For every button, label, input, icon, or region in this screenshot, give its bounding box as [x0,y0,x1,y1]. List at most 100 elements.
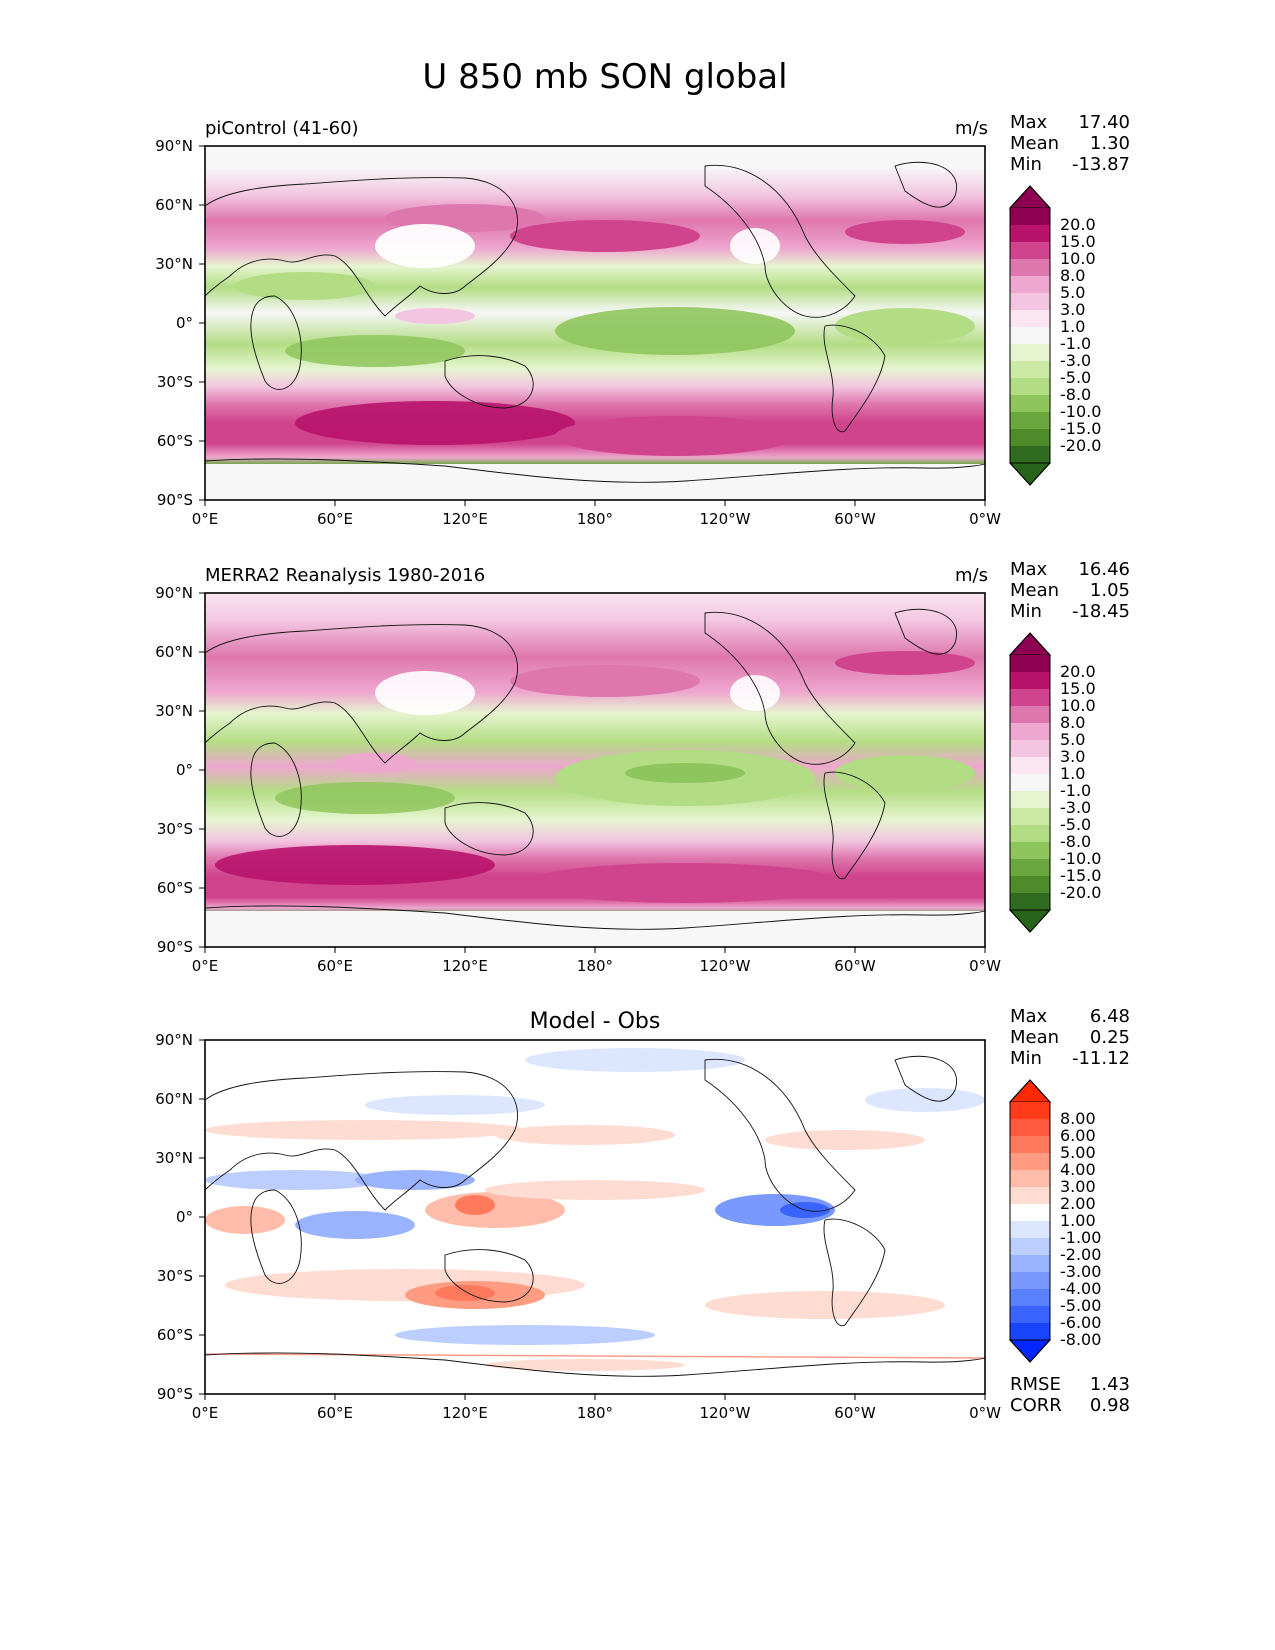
colorbar-level-label: -10.0 [1060,402,1101,421]
y-tick-label: 30°N [155,255,193,273]
y-axis: 90°N 60°N 30°N 0° 30°S 60°S 90°S [155,137,205,509]
colorbar-level-label: -5.0 [1060,368,1091,387]
colorbar-band [1010,1221,1050,1238]
panel-left-title: MERRA2 Reanalysis 1980-2016 [205,565,485,586]
colorbar-band [1010,259,1050,276]
colorbar-band [1010,723,1050,740]
colorbar-band [1010,1204,1050,1221]
stat-value: -13.87 [1072,154,1130,175]
colorbar-level-label: -1.0 [1060,781,1091,800]
colorbar-level-label: 8.00 [1060,1109,1096,1128]
stat-label: RMSE [1010,1374,1061,1395]
stat-value: 17.40 [1078,112,1130,133]
colorbar-band [1010,310,1050,327]
x-axis: 0°E 60°E 120°E 180° 120°W 60°W 0°W [192,500,1001,528]
colorbar-level-label: -10.0 [1060,849,1101,868]
stat-value: 1.43 [1090,1374,1130,1395]
figure-title: U 850 mb SON global [422,57,787,97]
colorbar-band [1010,293,1050,310]
y-tick-label: 60°N [155,1090,193,1108]
colorbar-band [1010,1153,1050,1170]
coastlines [204,161,986,483]
colorbar-level-label: 5.00 [1060,1143,1096,1162]
colorbar-band [1010,1238,1050,1255]
colorbar-band [1010,446,1050,463]
colorbar-band [1010,689,1050,706]
panel-center-title: Model - Obs [530,1009,661,1034]
colorbar-level-label: -20.0 [1060,883,1101,902]
colorbar-band [1010,1272,1050,1289]
colorbar-level-label: -8.00 [1060,1330,1101,1349]
y-axis: 90°N 60°N 30°N 0° 30°S 60°S 90°S [155,1031,205,1403]
stats-box: Max 17.40 Mean 1.30 Min -13.87 [1010,112,1130,175]
y-tick-label: 90°S [157,491,193,509]
colorbar-band [1010,825,1050,842]
colorbar-band [1010,842,1050,859]
y-tick-label: 0° [176,761,193,779]
stat-label: Min [1010,1048,1042,1069]
colorbar-band [1010,791,1050,808]
stat-value: 16.46 [1078,559,1130,580]
map-field [205,593,985,947]
colorbar-level-label: 3.0 [1060,300,1085,319]
colorbar-band [1010,412,1050,429]
colorbar-level-label: 20.0 [1060,662,1096,681]
x-tick-label: 120°W [700,510,751,528]
colorbar-level-label: 1.0 [1060,764,1085,783]
y-tick-label: 0° [176,1208,193,1226]
colorbar-band [1010,1102,1050,1119]
colorbar-band [1010,1136,1050,1153]
colorbar-outline [1009,1079,1051,1363]
coastlines [204,608,986,930]
y-tick-label: 30°S [157,1267,193,1285]
colorbar-level-label: 10.0 [1060,249,1096,268]
x-tick-label: 60°W [834,510,876,528]
colorbar-band [1010,1289,1050,1306]
colorbar-band [1010,242,1050,259]
colorbar-level-label: 6.00 [1060,1126,1096,1145]
colorbar-band [1010,361,1050,378]
colorbar-level-label: 5.0 [1060,730,1085,749]
x-tick-label: 0°E [192,1404,219,1422]
colorbar-extend-bottom [1008,909,1052,933]
y-tick-label: 90°S [157,1385,193,1403]
colorbar-level-label: 8.0 [1060,713,1085,732]
colorbar-level-label: 20.0 [1060,215,1096,234]
colorbar-extend-top [1008,1079,1052,1103]
stat-label: Min [1010,154,1042,175]
panel-picontrol: piControl (41-60) m/s [155,112,1130,528]
y-tick-label: 30°N [155,702,193,720]
x-tick-label: 180° [577,510,613,528]
colorbar-level-label: 15.0 [1060,679,1096,698]
colorbar-level-label: 1.00 [1060,1211,1096,1230]
x-axis: 0°E 60°E 120°E 180° 120°W 60°W 0°W [192,1394,1001,1422]
panel-units: m/s [955,118,988,139]
x-tick-label: 0°E [192,957,219,975]
x-tick-label: 60°E [317,957,353,975]
panel-left-title: piControl (41-60) [205,118,359,139]
colorbar-band [1010,859,1050,876]
colorbar-level-label: -1.0 [1060,334,1091,353]
stats-box: Max 6.48 Mean 0.25 Min -11.12 [1010,1006,1130,1069]
x-tick-label: 120°W [700,1404,751,1422]
colorbar-level-label: 8.0 [1060,266,1085,285]
colorbar-band [1010,429,1050,446]
y-tick-label: 30°S [157,820,193,838]
colorbar-band [1010,808,1050,825]
colorbar-level-label: -5.00 [1060,1296,1101,1315]
map-field [205,146,985,500]
stat-value: 6.48 [1090,1006,1130,1027]
panel-units: m/s [955,565,988,586]
colorbar-band [1010,327,1050,344]
colorbar-level-label: -15.0 [1060,866,1101,885]
x-tick-label: 0°W [969,957,1001,975]
x-tick-label: 180° [577,957,613,975]
colorbar-band [1010,893,1050,910]
colorbar-band [1010,740,1050,757]
colorbar-band [1010,876,1050,893]
stat-label: Max [1010,1006,1048,1027]
footer-stats: RMSE 1.43 CORR 0.98 [1010,1374,1130,1416]
stat-value: 1.05 [1090,580,1130,601]
panel-model-minus-obs: Model - Obs [155,1006,1130,1422]
